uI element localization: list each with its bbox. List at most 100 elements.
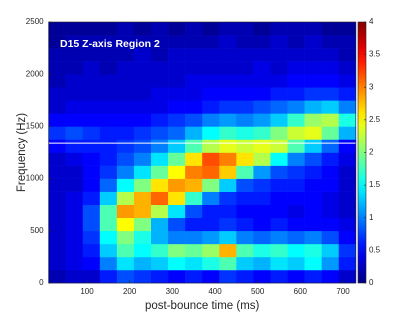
heatmap-cell — [270, 243, 288, 258]
heatmap-cell — [236, 113, 254, 127]
heatmap-cell — [338, 217, 357, 232]
heatmap-cell — [270, 61, 288, 75]
heatmap-cell — [270, 139, 288, 153]
heatmap-cell — [133, 178, 152, 192]
heatmap-cell — [304, 217, 322, 232]
heatmap-cell — [253, 243, 271, 258]
heatmap-cell — [151, 87, 169, 101]
heatmap-cell — [321, 126, 340, 140]
heatmap-cell — [304, 256, 322, 271]
heatmap-cell — [99, 178, 118, 192]
heatmap-cell — [287, 113, 305, 127]
heatmap-cell — [236, 48, 254, 62]
heatmap-cell — [151, 178, 169, 192]
heatmap-cell — [202, 87, 220, 101]
heatmap-cell — [48, 100, 66, 114]
heatmap-cell — [338, 191, 357, 205]
heatmap-cell — [168, 139, 186, 153]
heatmap-cell — [82, 230, 101, 245]
heatmap-cell — [185, 269, 203, 284]
heatmap-cell — [65, 61, 84, 75]
heatmap-cell — [133, 139, 152, 153]
colorbar-tick-label: 0 — [369, 278, 374, 287]
heatmap-cell — [168, 35, 186, 49]
heatmap-cell — [202, 139, 220, 153]
heatmap-cell — [185, 126, 203, 140]
heatmap-cell — [116, 178, 135, 192]
heatmap-cell — [133, 22, 152, 36]
heatmap-cell — [202, 178, 220, 192]
heatmap-cell — [82, 152, 101, 166]
heatmap-cell — [116, 165, 135, 179]
heatmap-cell — [287, 139, 305, 153]
heatmap-cell — [219, 87, 237, 101]
heatmap-cell — [304, 204, 322, 219]
heatmap-cell — [133, 152, 152, 166]
heatmap-cell — [65, 48, 84, 62]
heatmap-cell — [116, 126, 135, 140]
heatmap-cell — [304, 191, 322, 205]
heatmap-cell — [202, 165, 220, 179]
heatmap-cell — [202, 191, 220, 205]
y-tick-label: 2000 — [26, 69, 44, 78]
heatmap-cell — [65, 113, 84, 127]
heatmap-cell — [253, 87, 271, 101]
heatmap-cell — [219, 35, 237, 49]
heatmap-cell — [270, 100, 288, 114]
heatmap-cell — [321, 100, 340, 114]
heatmap-cell — [185, 152, 203, 166]
heatmap-cell — [65, 165, 84, 179]
heatmap-cell — [48, 35, 66, 49]
heatmap-cell — [82, 113, 101, 127]
heatmap-cell — [151, 165, 169, 179]
heatmap-cell — [185, 178, 203, 192]
colorbar-tick-label: 2 — [369, 148, 374, 157]
heatmap-cell — [287, 100, 305, 114]
heatmap-cell — [304, 48, 322, 62]
heatmap-cell — [287, 126, 305, 140]
heatmap-cell — [219, 230, 237, 245]
heatmap-cell — [116, 256, 135, 271]
heatmap-cell — [270, 48, 288, 62]
colorbar-tick-label: 0.5 — [369, 245, 381, 254]
heatmap-cell — [321, 204, 340, 219]
heatmap-cell — [287, 87, 305, 101]
heatmap-cell — [236, 269, 254, 284]
heatmap-cell — [185, 100, 203, 114]
heatmap-cell — [338, 113, 357, 127]
heatmap-cell — [185, 191, 203, 205]
heatmap-cell — [321, 22, 340, 36]
heatmap-cell — [133, 61, 152, 75]
heatmap-cell — [133, 191, 152, 205]
heatmap-cell — [321, 152, 340, 166]
heatmap-cell — [236, 204, 254, 219]
overlay: 100 200 300 400 500 600 700 0 500 1000 1500 2000 250… — [16, 17, 381, 312]
heatmap-cell — [185, 256, 203, 271]
heatmap-cell — [151, 191, 169, 205]
heatmap-cell — [338, 165, 357, 179]
heatmap-cell — [168, 113, 186, 127]
heatmap-cell — [321, 230, 340, 245]
heatmap-cell — [65, 217, 84, 232]
heatmap-cell — [270, 152, 288, 166]
heatmap-cell — [116, 243, 135, 258]
heatmap-cell — [202, 269, 220, 284]
heatmap-cell — [202, 100, 220, 114]
heatmap-cell — [236, 61, 254, 75]
heatmap-cell — [65, 35, 84, 49]
heatmap-cell — [133, 243, 152, 258]
heatmap-cell — [202, 48, 220, 62]
heatmap-cell — [48, 256, 66, 271]
heatmap-cell — [236, 22, 254, 36]
heatmap-cell — [133, 100, 152, 114]
heatmap-cell — [48, 243, 66, 258]
heatmap-cell — [219, 113, 237, 127]
heatmap-cell — [185, 61, 203, 75]
colorbar-tick-label: 3 — [369, 82, 374, 91]
heatmap-cell — [304, 100, 322, 114]
heatmap-cell — [65, 243, 84, 258]
heatmap-cell — [151, 113, 169, 127]
heatmap-cell — [321, 48, 340, 62]
heatmap-cell — [202, 74, 220, 88]
heatmap-cell — [202, 256, 220, 271]
